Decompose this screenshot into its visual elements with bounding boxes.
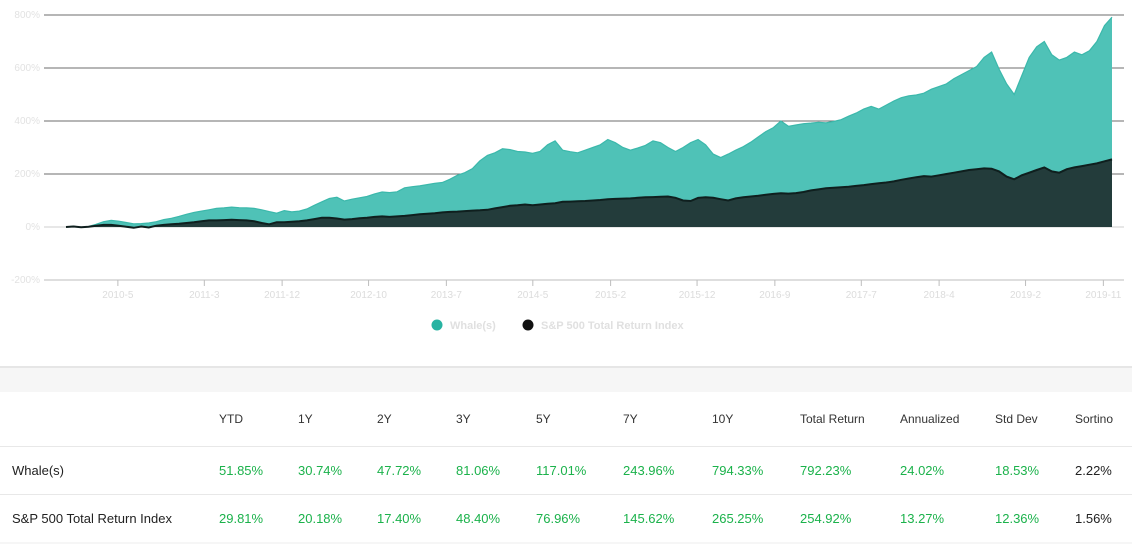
cell-total-return: 792.23%: [800, 446, 900, 495]
header-cell-name: [0, 392, 219, 447]
x-tick-label: 2019-11: [1085, 290, 1121, 301]
x-tick-label: 2016-9: [759, 290, 791, 301]
y-tick-label: 200%: [14, 169, 40, 180]
legend-item-sp500: S&P 500 Total Return Index: [522, 319, 685, 332]
x-tick-label: 2014-5: [517, 290, 549, 301]
legend-label: Whale(s): [450, 320, 496, 332]
cell-3y: 81.06%: [456, 446, 536, 495]
cell-sortino: 1.56%: [1075, 494, 1132, 542]
y-tick-label: 400%: [14, 116, 40, 127]
performance-table: YTD 1Y 2Y 3Y 5Y 7Y 10Y Total Return Annu…: [0, 392, 1132, 542]
cell-1y: 20.18%: [298, 494, 377, 542]
header-cell-5y: 5Y: [536, 412, 551, 426]
cell-ytd: 51.85%: [219, 446, 298, 495]
header-cell-10y: 10Y: [712, 412, 734, 426]
cell-annualized: 13.27%: [900, 494, 995, 542]
cell-std-dev: 12.36%: [995, 494, 1075, 542]
cell-2y: 47.72%: [377, 446, 456, 495]
row-name: S&P 500 Total Return Index: [0, 494, 219, 542]
cell-5y: 117.01%: [536, 446, 623, 495]
legend-item-whales: Whale(s): [431, 319, 496, 332]
y-tick-label: 0%: [26, 222, 41, 233]
cell-1y: 30.74%: [298, 446, 377, 495]
x-tick-label: 2011-3: [189, 290, 220, 301]
performance-chart: -200% 0% 200% 400% 600% 800% 2010-5 2011-3 2011-…: [11, 10, 1124, 332]
legend-dot-icon: [522, 319, 534, 331]
x-tick-label: 2010-5: [102, 290, 134, 301]
y-tick-label: 800%: [14, 10, 40, 21]
legend-dot-icon: [431, 319, 443, 331]
section-divider: [0, 366, 1132, 368]
cell-ytd: 29.81%: [219, 494, 298, 542]
header-cell-2y: 2Y: [377, 412, 392, 426]
x-tick-label: 2015-12: [679, 290, 716, 301]
table-row-whales: Whale(s) 51.85% 30.74% 47.72% 81.06% 117…: [0, 446, 1132, 495]
x-tick-label: 2019-2: [1010, 290, 1042, 301]
x-tick-label: 2018-4: [924, 290, 956, 301]
header-cell-7y: 7Y: [623, 412, 638, 426]
x-tick-label: 2017-7: [846, 290, 878, 301]
x-tick-label: 2011-12: [264, 290, 300, 301]
chart-panel: -200% 0% 200% 400% 600% 800% 2010-5 2011-3 2011-…: [11, 10, 1124, 332]
x-tick-label: 2012-10: [350, 290, 387, 301]
cell-sortino: 2.22%: [1075, 446, 1132, 495]
header-cell-total-return: Total Return: [800, 412, 865, 426]
table-row-sp500: S&P 500 Total Return Index 29.81% 20.18%…: [0, 494, 1132, 542]
x-tick-label: 2015-2: [595, 290, 627, 301]
header-cell-annualized: Annualized: [900, 412, 960, 426]
header-cell-1y: 1Y: [298, 412, 313, 426]
cell-2y: 17.40%: [377, 494, 456, 542]
cell-10y: 794.33%: [712, 446, 800, 495]
cell-annualized: 24.02%: [900, 446, 995, 495]
cell-7y: 145.62%: [623, 494, 712, 542]
table-header-row: YTD 1Y 2Y 3Y 5Y 7Y 10Y Total Return Annu…: [0, 392, 1132, 447]
sp500-line: [65, 158, 1113, 229]
header-cell-ytd: YTD: [219, 412, 243, 426]
cell-7y: 243.96%: [623, 446, 712, 495]
header-cell-std-dev: Std Dev: [995, 412, 1038, 426]
row-name: Whale(s): [0, 446, 219, 495]
cell-std-dev: 18.53%: [995, 446, 1075, 495]
header-cell-3y: 3Y: [456, 412, 471, 426]
cell-10y: 265.25%: [712, 494, 800, 542]
x-tick-label: 2013-7: [431, 290, 463, 301]
legend-label: S&P 500 Total Return Index: [541, 320, 685, 332]
header-cell-sortino: Sortino: [1075, 412, 1114, 426]
cell-total-return: 254.92%: [800, 494, 900, 542]
sp500-area: [66, 159, 1112, 228]
whales-area: [66, 17, 1112, 228]
cell-3y: 48.40%: [456, 494, 536, 542]
y-tick-label: 600%: [14, 63, 40, 74]
y-tick-label: -200%: [11, 275, 40, 286]
whales-line: [65, 16, 1113, 228]
cell-5y: 76.96%: [536, 494, 623, 542]
